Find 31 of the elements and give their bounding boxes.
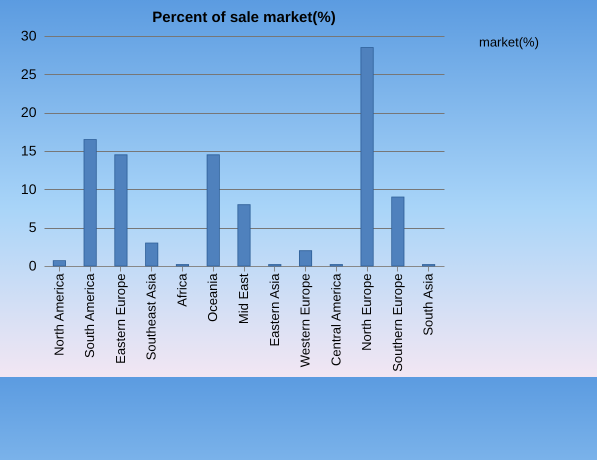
bar [52,260,66,266]
y-tick-label: 10 [20,180,37,197]
y-tick-label: 15 [20,142,37,158]
y-tick-label: 5 [28,219,37,236]
bar [360,47,374,266]
x-tick-label: Western Europe [298,274,313,368]
bar [114,154,128,266]
bar [84,139,97,266]
x-tick-label: South America [82,272,98,358]
bar [237,204,251,266]
x-tick-label: Africa [174,272,190,307]
bar [206,154,220,266]
x-tick-label: North America [51,272,66,356]
x-tick-label: Central America [328,272,344,366]
text: market(%) [479,34,539,50]
y-tick-label: 20 [20,104,37,120]
x-tick-label: South Asia [420,272,436,336]
y-tick-label: 0 [28,258,37,274]
x-tick-label: Southeast Asia [144,272,159,360]
x-tick-label: Oceania [205,272,220,322]
bar [391,196,404,266]
bar [145,242,158,266]
x-tick-label: Southern Europe [390,274,405,372]
bar [298,250,312,266]
y-tick-label: 30 [20,28,37,44]
x-tick-label: Eastern Asia [266,272,282,346]
chart-title: Percent of sale market(%) [152,9,336,26]
x-tick-label: Eastern Europe [112,274,128,364]
x-tick-label: Mid East [236,273,251,324]
y-tick-label: 25 [20,66,37,82]
x-tick-label: North Europe [359,274,374,351]
